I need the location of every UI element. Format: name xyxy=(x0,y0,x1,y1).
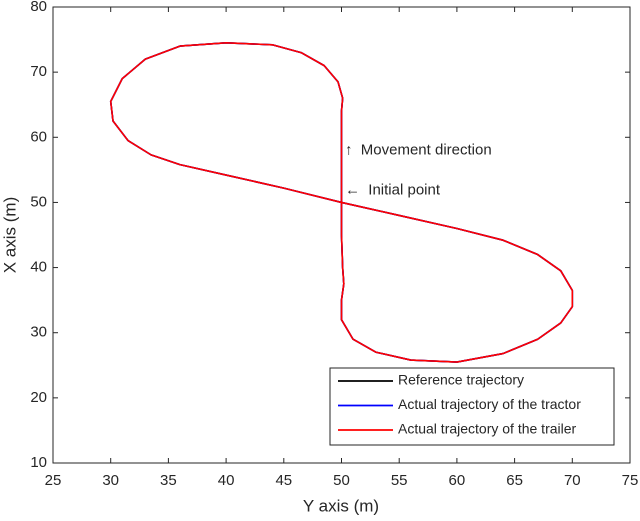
y-axis-label: X axis (m) xyxy=(0,197,19,274)
legend-label: Actual trajectory of the tractor xyxy=(398,396,581,412)
x-tick-label: 60 xyxy=(449,472,466,489)
y-tick-label: 40 xyxy=(30,259,47,276)
x-tick-label: 35 xyxy=(160,472,177,489)
x-tick-label: 75 xyxy=(622,472,639,489)
x-tick-label: 50 xyxy=(333,472,350,489)
y-tick-label: 80 xyxy=(30,0,47,15)
annotation: ← Initial point xyxy=(345,182,441,199)
x-tick-label: 30 xyxy=(102,472,119,489)
x-axis-label: Y axis (m) xyxy=(303,496,379,515)
x-tick-label: 40 xyxy=(218,472,235,489)
trajectory-line xyxy=(109,42,574,363)
legend-label: Actual trajectory of the trailer xyxy=(398,421,577,437)
x-tick-label: 25 xyxy=(45,472,62,489)
legend-label: Reference trajectory xyxy=(398,372,524,388)
x-tick-label: 55 xyxy=(391,472,408,489)
x-tick-label: 45 xyxy=(275,472,292,489)
y-tick-label: 50 xyxy=(30,193,47,210)
y-tick-label: 70 xyxy=(30,63,47,80)
y-tick-label: 60 xyxy=(30,128,47,145)
y-tick-label: 30 xyxy=(30,324,47,341)
y-tick-label: 20 xyxy=(30,389,47,406)
x-tick-label: 70 xyxy=(564,472,581,489)
annotation: ↑ Movement direction xyxy=(345,141,492,158)
x-tick-label: 65 xyxy=(506,472,523,489)
y-tick-label: 10 xyxy=(30,454,47,471)
